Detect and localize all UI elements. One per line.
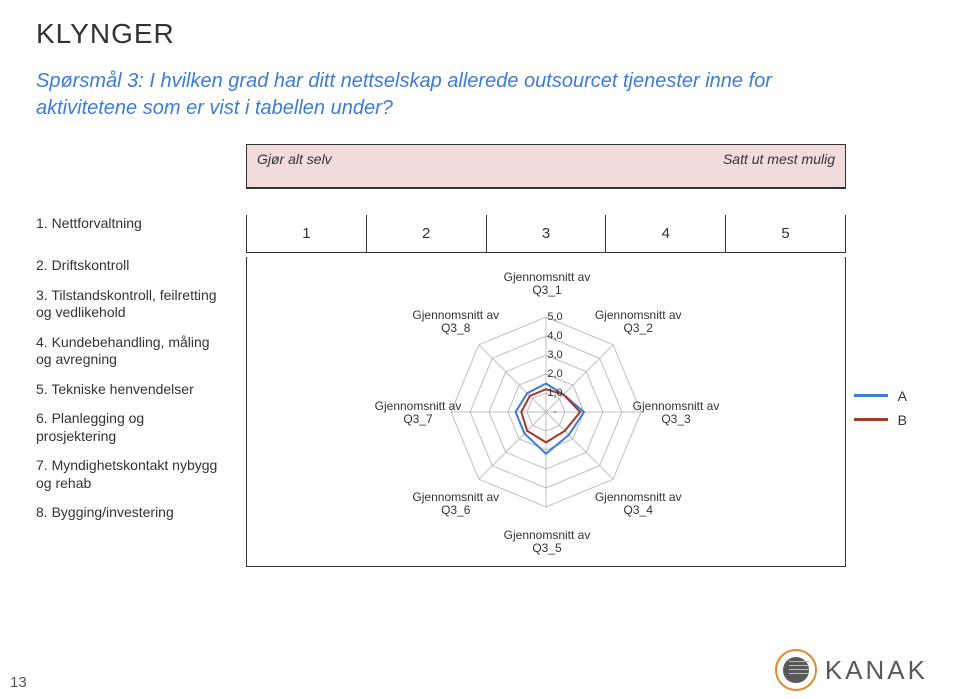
radar-chart: A B -1,02,03,04,05,0Gjennomsnitt av Q3_1… [246,257,846,567]
chart-legend: A B [854,388,907,436]
radar-tick-label: - [553,406,557,418]
list-item: 7. Myndighetskontakt nybygg og rehab [36,457,228,492]
radar-axis-label: Gjennomsnitt av Q3_5 [492,529,602,555]
list-item: 2. Driftskontroll [36,257,228,275]
legend-label: A [898,388,907,404]
radar-axis-label: Gjennomsnitt av Q3_2 [583,309,693,335]
scale-number: 4 [605,215,725,252]
scale-left-label: Gjør alt selv [257,151,332,167]
legend-item: B [854,412,907,428]
scale-number: 3 [486,215,606,252]
scale-header: Gjør alt selv Satt ut mest mulig [246,144,846,189]
radar-tick-label: 3,0 [547,349,562,361]
scale-number: 1 [247,215,366,252]
legend-label: B [898,412,907,428]
radar-axis-label: Gjennomsnitt av Q3_1 [492,271,602,297]
slide-title: KLYNGER [36,18,924,50]
list-item: 8. Bygging/investering [36,504,228,522]
side-list-cont: 2. Driftskontroll 3. Tilstandskontroll, … [36,257,246,567]
list-item: 6. Planlegging og prosjektering [36,410,228,445]
radar-axis-label: Gjennomsnitt av Q3_7 [363,400,473,426]
radar-axis-label: Gjennomsnitt av Q3_3 [621,400,731,426]
radar-tick-label: 5,0 [547,311,562,323]
page-number: 13 [10,674,27,691]
list-item: 4. Kundebehandling, måling og avregning [36,334,228,369]
list-item: 3. Tilstandskontroll, feilretting og ved… [36,287,228,322]
radar-tick-label: 2,0 [547,368,562,380]
scale-number: 5 [725,215,845,252]
radar-axis-label: Gjennomsnitt av Q3_8 [401,309,511,335]
side-list: 1. Nettforvaltning [36,215,246,253]
scale-right-label: Satt ut mest mulig [723,151,835,167]
scale-numbers-row: 1 2 3 4 5 [246,215,846,253]
scale-number: 2 [366,215,486,252]
list-item: 1. Nettforvaltning [36,215,228,233]
brand-logo-icon [775,649,817,691]
radar-axis-label: Gjennomsnitt av Q3_6 [401,491,511,517]
radar-tick-label: 1,0 [547,387,562,399]
radar-axis-label: Gjennomsnitt av Q3_4 [583,491,693,517]
brand-name: KANAK [825,655,928,686]
question-text: Spørsmål 3: I hvilken grad har ditt nett… [36,68,796,122]
radar-tick-label: 4,0 [547,330,562,342]
list-item: 5. Tekniske henvendelser [36,381,228,399]
brand: KANAK [775,649,928,691]
legend-item: A [854,388,907,404]
